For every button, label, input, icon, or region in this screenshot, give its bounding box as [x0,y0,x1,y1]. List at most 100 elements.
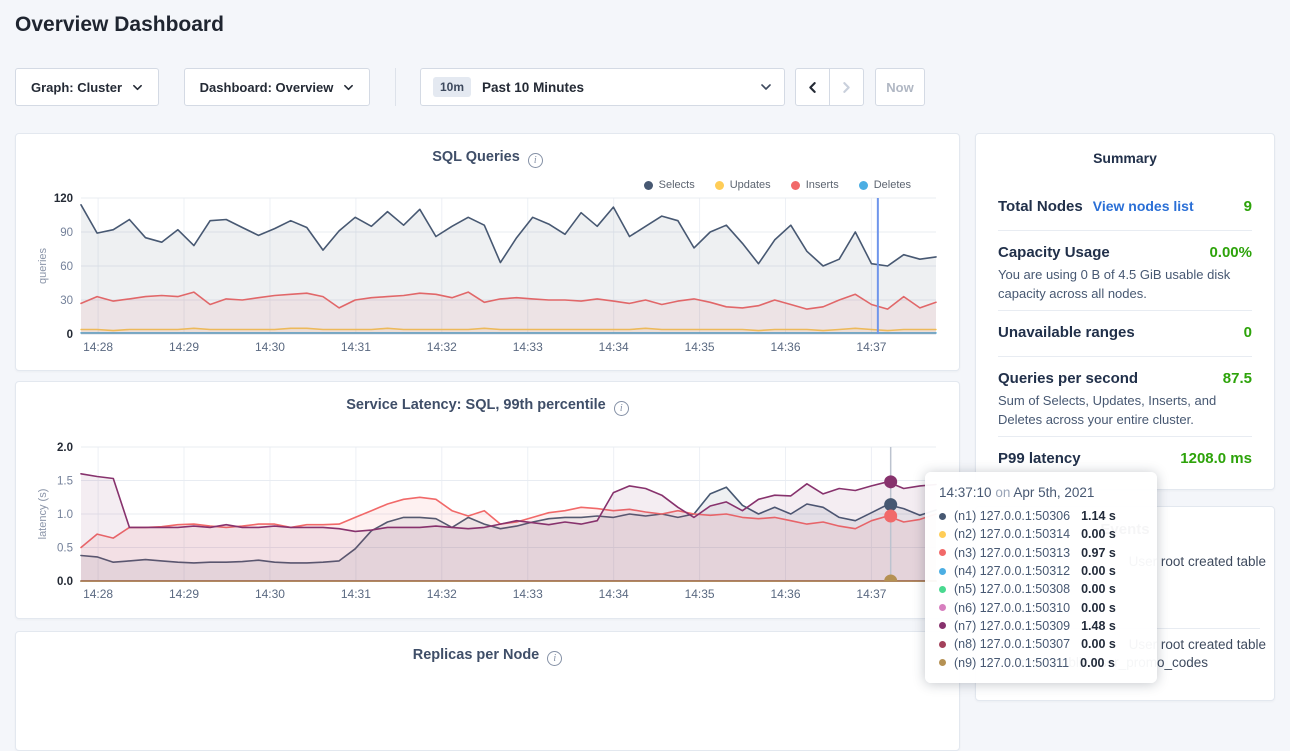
tooltip-node-value: 1.48 s [1081,618,1116,633]
toolbar-divider [395,68,396,106]
chart-hover-tooltip: 14:37:10 on Apr 5th, 2021 (n1) 127.0.0.1… [925,472,1157,683]
tooltip-node-label: (n1) 127.0.0.1:50306 [954,509,1071,524]
summary-value: 1208.0 ms [1180,450,1252,467]
legend-dot-icon [643,180,653,190]
info-icon[interactable]: i [613,401,629,416]
tooltip-node-label: (n6) 127.0.0.1:50310 [954,600,1071,615]
svg-text:14:37: 14:37 [856,587,886,601]
tooltip-timestamp: 14:37:10 on Apr 5th, 2021 [939,485,1095,500]
time-range-label: Past 10 Minutes [482,79,585,95]
tooltip-node-label: (n3) 127.0.0.1:50313 [954,545,1071,560]
svg-text:14:34: 14:34 [599,340,629,354]
summary-description: You are using 0 B of 4.5 GiB usable disk… [998,267,1231,301]
node-color-dot-icon [939,549,946,557]
summary-value: 87.5 [1222,370,1252,387]
svg-text:14:30: 14:30 [255,340,285,354]
svg-text:14:35: 14:35 [685,587,715,601]
time-range-badge: 10m [433,77,472,97]
svg-text:14:36: 14:36 [771,340,801,354]
summary-row-capacity: Capacity Usage 0.00% [998,244,1252,261]
service-latency-chart[interactable]: 14:28 14:29 14:30 14:31 14:32 14:33 14:34 14:35… [16,382,961,620]
divider [998,436,1252,437]
tooltip-row: (n9) 127.0.0.1:50311 0.00 s [939,653,1143,671]
event-item-text[interactable]: User root created table [1128,554,1266,569]
sql-queries-card: SQL Queries i Selects Updates Inserts Delete… [15,133,960,371]
tooltip-node-label: (n5) 127.0.0.1:50308 [954,582,1071,597]
summary-row-p99: P99 latency 1208.0 ms [998,450,1252,467]
chevron-right-icon [843,81,850,93]
legend-item-selects: Selects [643,179,695,191]
svg-text:14:31: 14:31 [341,340,371,354]
node-color-dot-icon [939,530,946,538]
svg-text:latency (s): latency (s) [37,489,49,540]
svg-text:14:36: 14:36 [771,587,801,601]
tooltip-node-value: 0.97 s [1081,545,1116,560]
chart-title: Service Latency: SQL, 99th percentile [346,397,606,413]
summary-value: 9 [1243,198,1252,215]
event-item-text[interactable]: User root created table [1128,637,1266,652]
tooltip-node-label: (n2) 127.0.0.1:50314 [954,527,1071,542]
svg-text:14:29: 14:29 [169,587,199,601]
sql-queries-chart[interactable]: 14:28 14:29 14:30 14:31 14:32 14:33 14:34 14:35… [16,134,961,372]
svg-text:120: 120 [54,193,73,205]
next-range-button[interactable] [829,68,864,106]
svg-text:0.5: 0.5 [57,543,73,555]
summary-title: Summary [1093,150,1157,166]
node-color-dot-icon [939,585,946,593]
node-color-dot-icon [939,640,946,648]
info-icon[interactable]: i [527,153,543,168]
view-nodes-list-link[interactable]: View nodes list [1092,198,1194,214]
tooltip-node-value: 0.00 s [1081,527,1116,542]
summary-description: Sum of Selects, Updates, Inserts, and De… [998,393,1217,427]
node-color-dot-icon [939,512,946,520]
tooltip-node-value: 0.00 s [1081,637,1116,652]
summary-label: P99 latency [998,450,1081,467]
svg-text:14:33: 14:33 [513,587,543,601]
now-button[interactable]: Now [875,68,925,106]
tooltip-row: (n7) 127.0.0.1:50309 1.48 s [939,617,1143,635]
tooltip-node-value: 0.00 s [1081,600,1116,615]
node-color-dot-icon [939,604,946,612]
summary-label: Queries per second [998,370,1139,387]
legend-label: Inserts [805,179,839,191]
tooltip-node-label: (n4) 127.0.0.1:50312 [954,564,1071,579]
divider [998,230,1252,231]
tooltip-node-label: (n7) 127.0.0.1:50309 [954,618,1071,633]
info-icon[interactable]: i [547,651,563,666]
svg-text:14:32: 14:32 [427,340,457,354]
legend-dot-icon [790,180,800,190]
time-range-dropdown[interactable]: 10m Past 10 Minutes [420,68,785,106]
svg-text:0.0: 0.0 [57,576,73,588]
node-color-dot-icon [939,659,946,667]
svg-text:queries: queries [37,247,49,284]
svg-text:14:31: 14:31 [341,587,371,601]
graph-dropdown-label: Graph: Cluster [30,79,122,95]
legend-label: Deletes [873,179,911,191]
summary-value: 0.00% [1209,244,1252,261]
svg-text:14:35: 14:35 [685,340,715,354]
tooltip-node-label: (n8) 127.0.0.1:50307 [954,637,1071,652]
svg-text:14:29: 14:29 [169,340,199,354]
tooltip-node-value: 0.00 s [1081,582,1116,597]
dashboard-dropdown[interactable]: Dashboard: Overview [184,68,370,106]
svg-text:14:33: 14:33 [513,340,543,354]
summary-label: Total Nodes [998,198,1083,215]
tooltip-node-value: 0.00 s [1081,564,1116,579]
summary-label: Capacity Usage [998,244,1110,261]
prev-range-button[interactable] [795,68,830,106]
svg-text:14:37: 14:37 [856,340,886,354]
svg-text:90: 90 [60,227,73,239]
svg-text:14:34: 14:34 [599,587,629,601]
summary-value: 0 [1243,324,1252,341]
svg-text:2.0: 2.0 [57,442,73,454]
svg-text:1.5: 1.5 [57,476,73,488]
svg-text:14:28: 14:28 [83,587,113,601]
svg-text:14:30: 14:30 [255,587,285,601]
tooltip-row: (n3) 127.0.0.1:50313 0.97 s [939,544,1143,562]
tooltip-node-label: (n9) 127.0.0.1:50311 [954,655,1070,670]
chevron-left-icon [809,81,816,93]
tooltip-row: (n6) 127.0.0.1:50310 0.00 s [939,598,1143,616]
node-color-dot-icon [939,622,946,630]
graph-dropdown[interactable]: Graph: Cluster [15,68,159,106]
legend-label: Updates [729,179,771,191]
